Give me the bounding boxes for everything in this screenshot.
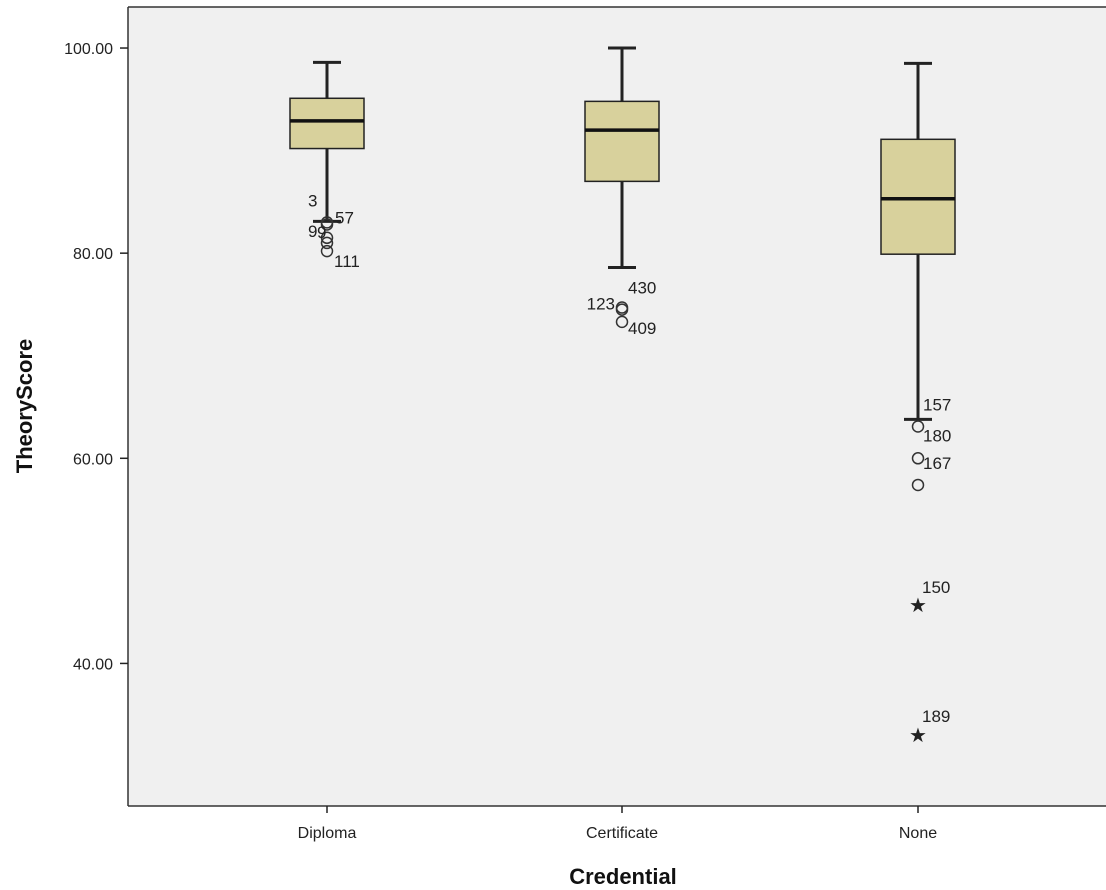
outlier-circle xyxy=(615,315,629,329)
outlier-circle xyxy=(911,420,925,433)
outlier-label: 167 xyxy=(923,454,951,473)
outlier-circle xyxy=(320,231,334,245)
outlier-label: 57 xyxy=(335,208,354,227)
y-axis-title: TheoryScore xyxy=(12,339,37,474)
box-certificate: 430 123 409 xyxy=(584,46,660,338)
outlier-label: 9 xyxy=(317,223,326,242)
outlier-label: 150 xyxy=(922,578,950,597)
outlier-circle xyxy=(320,244,334,258)
outlier-circle xyxy=(615,303,629,316)
outlier-label: 111 xyxy=(334,252,360,271)
x-axis: Diploma Certificate None xyxy=(298,806,937,842)
extreme-outlier-star: ★ xyxy=(909,593,927,617)
outlier-label: 409 xyxy=(628,319,656,338)
outlier-label: 189 xyxy=(922,707,950,726)
y-tick-label: 60.00 xyxy=(73,451,113,468)
outlier-circle xyxy=(911,478,925,492)
iqr-box xyxy=(584,100,660,183)
x-axis-title: Credential xyxy=(569,864,677,889)
iqr-box xyxy=(880,138,956,255)
outlier-label: 123 xyxy=(587,295,615,314)
x-tick-label: Diploma xyxy=(298,825,357,842)
outlier-circle xyxy=(911,452,925,465)
outlier-label: 3 xyxy=(308,191,317,210)
x-tick-label: None xyxy=(899,825,937,842)
outlier-label: 180 xyxy=(923,426,951,445)
y-tick-label: 80.00 xyxy=(73,246,113,263)
x-tick-label: Certificate xyxy=(586,825,658,842)
y-tick-label: 40.00 xyxy=(73,656,113,673)
iqr-box xyxy=(289,97,365,150)
outlier-label: 430 xyxy=(628,279,656,298)
outlier-label: 157 xyxy=(923,396,951,415)
outlier-label: 9 xyxy=(308,222,317,241)
outlier-circle xyxy=(320,236,334,250)
box-diploma: 3 57 9 9 111 xyxy=(289,60,365,271)
y-tick-label: 100.00 xyxy=(64,41,113,58)
outlier-circle xyxy=(320,218,334,231)
y-axis: 40.00 60.00 80.00 100.00 xyxy=(64,41,128,673)
extreme-outlier-star: ★ xyxy=(909,723,927,747)
